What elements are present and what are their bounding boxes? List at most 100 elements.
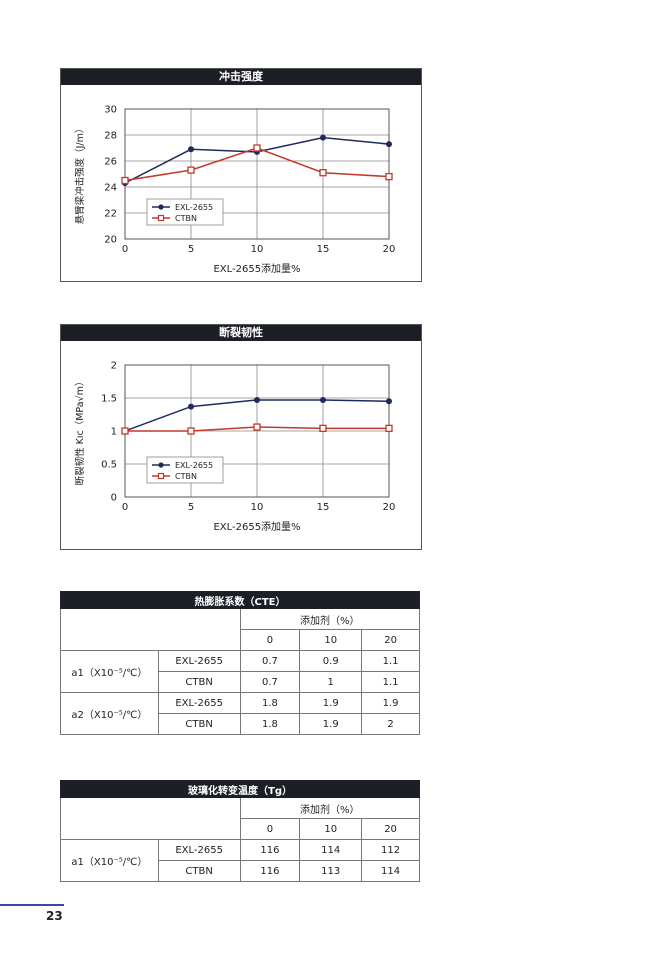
data-point [253,144,261,152]
y-tick-label: 1 [111,427,117,438]
column-header: 0 [239,818,301,840]
data-point [320,396,326,403]
x-tick-label: 5 [188,244,194,255]
cell: 0.9 [299,650,363,672]
data-point [187,166,195,174]
table-row: CTBN 1.8 1.9 2 [61,713,420,735]
row-name: EXL-2655 [157,692,241,714]
y-tick-label: 30 [104,105,117,116]
cell: 112 [361,839,420,861]
x-tick-label: 20 [383,502,396,513]
data-point [253,423,261,431]
page-number: 23 [46,909,63,923]
legend-marker [158,204,164,210]
data-point [385,172,393,181]
row-name: CTBN [157,671,241,693]
table-row: CTBN 116 113 114 [61,860,420,882]
y-tick-label: 2 [111,361,117,372]
column-header: 20 [361,818,420,840]
impact-strength-chart: 20 22 24 26 28 30 0 5 10 15 20 EXL-2655添加量% 悬臂梁冲击强度（… [74,105,396,276]
y-tick-label: 0 [111,493,117,504]
data-point [386,398,392,405]
cell: 114 [299,839,363,861]
x-axis-label: EXL-2655添加量% [213,262,300,275]
legend-label: EXL-2655 [175,461,213,470]
cell: 1.8 [239,713,301,735]
cell: 1 [299,671,363,693]
legend-box [146,198,224,226]
additive-header: 添加剂（%） [239,797,420,819]
data-point [187,427,195,435]
row-name: CTBN [157,860,241,882]
blank-cell [60,797,241,840]
cell: 2 [361,713,420,735]
row-name: CTBN [157,713,241,735]
data-point [319,424,327,433]
legend-label: CTBN [175,472,197,481]
x-tick-label: 0 [122,502,128,513]
y-tick-label: 26 [104,157,117,168]
chart-title: 断裂韧性 [61,325,421,341]
data-point [386,141,392,148]
cell: 1.1 [361,671,420,693]
y-tick-label: 0.5 [101,460,117,471]
table-title: 热膨胀系数（CTE） [60,591,420,609]
x-axis-label: EXL-2655添加量% [213,520,300,533]
cell: 113 [299,860,363,882]
data-point [319,169,327,177]
x-tick-label: 10 [251,502,264,513]
y-axis-label: 断裂韧性 Kıc（MPa√m） [74,377,86,486]
group-label: a1（X10⁻⁵/℃） [60,839,159,882]
table-title: 玻璃化转变温度（Tg） [60,780,420,798]
cell: 116 [239,839,301,861]
group-label: a2（X10⁻⁵/℃） [60,692,159,735]
column-header: 20 [361,629,420,651]
y-tick-label: 28 [104,131,117,142]
cell: 1.1 [361,650,420,672]
legend-label: EXL-2655 [175,203,213,212]
cell: 114 [361,860,420,882]
table-row: CTBN 0.7 1 1.1 [61,671,420,693]
chart-title: 冲击强度 [61,69,421,85]
group-label: a1（X10⁻⁵/℃） [60,650,159,693]
cell: 0.7 [239,671,301,693]
x-tick-label: 20 [383,244,396,255]
cell: 1.9 [299,713,363,735]
data-point [121,427,129,435]
data-point [188,146,194,153]
cell: 1.9 [299,692,363,714]
cell: 0.7 [239,650,301,672]
y-tick-label: 1.5 [101,394,117,405]
cell: 1.8 [239,692,301,714]
row-name: EXL-2655 [157,650,241,672]
page-accent-line [0,904,64,906]
fracture-toughness-panel: 断裂韧性 0 0.5 1 1.5 2 0 5 10 15 20 EXL-2655添加量% 断裂韧性 K… [60,324,422,550]
table-row: a2（X10⁻⁵/℃） EXL-2655 1.8 1.9 1.9 [60,692,420,735]
x-tick-label: 5 [188,502,194,513]
tg-table: 玻璃化转变温度（Tg） 添加剂（%） 0 10 20 a1（X10⁻⁵/℃） E… [60,780,420,882]
data-point [188,403,194,410]
impact-strength-panel: 冲击强度 20 22 24 26 28 30 0 5 10 15 20 EXL-2655添加量% 悬臂梁… [60,68,422,282]
cte-table: 热膨胀系数（CTE） 添加剂（%） 0 10 20 a1（X10⁻⁵/℃） EX… [60,591,421,735]
legend-marker [157,472,165,480]
legend-marker [158,462,164,468]
x-tick-label: 0 [122,244,128,255]
y-tick-label: 24 [104,183,117,194]
data-point [121,176,129,185]
x-tick-label: 15 [317,502,330,513]
blank-cell [60,608,241,651]
table-row: a1（X10⁻⁵/℃） EXL-2655 116 114 112 [60,839,420,882]
column-header: 10 [299,629,363,651]
y-tick-label: 22 [104,209,117,220]
data-point [320,134,326,141]
y-axis-label: 悬臂梁冲击强度（J/m） [74,124,86,225]
table-row: a1（X10⁻⁵/℃） EXL-2655 0.7 0.9 1.1 [60,650,420,693]
x-tick-label: 10 [251,244,264,255]
cell: 1.9 [361,692,420,714]
x-tick-label: 15 [317,244,330,255]
y-tick-label: 20 [104,235,117,246]
data-point [385,424,393,433]
row-name: EXL-2655 [157,839,241,861]
cell: 116 [239,860,301,882]
